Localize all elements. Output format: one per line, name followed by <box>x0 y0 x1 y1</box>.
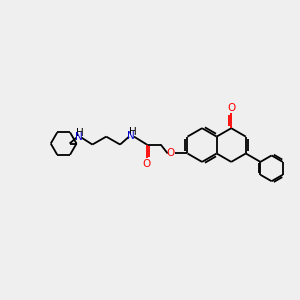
Text: O: O <box>227 103 236 113</box>
Text: H: H <box>76 128 83 138</box>
Text: O: O <box>143 159 151 169</box>
Text: N: N <box>127 130 135 141</box>
Text: O: O <box>166 148 174 158</box>
Text: N: N <box>75 132 83 142</box>
Text: H: H <box>129 127 137 137</box>
